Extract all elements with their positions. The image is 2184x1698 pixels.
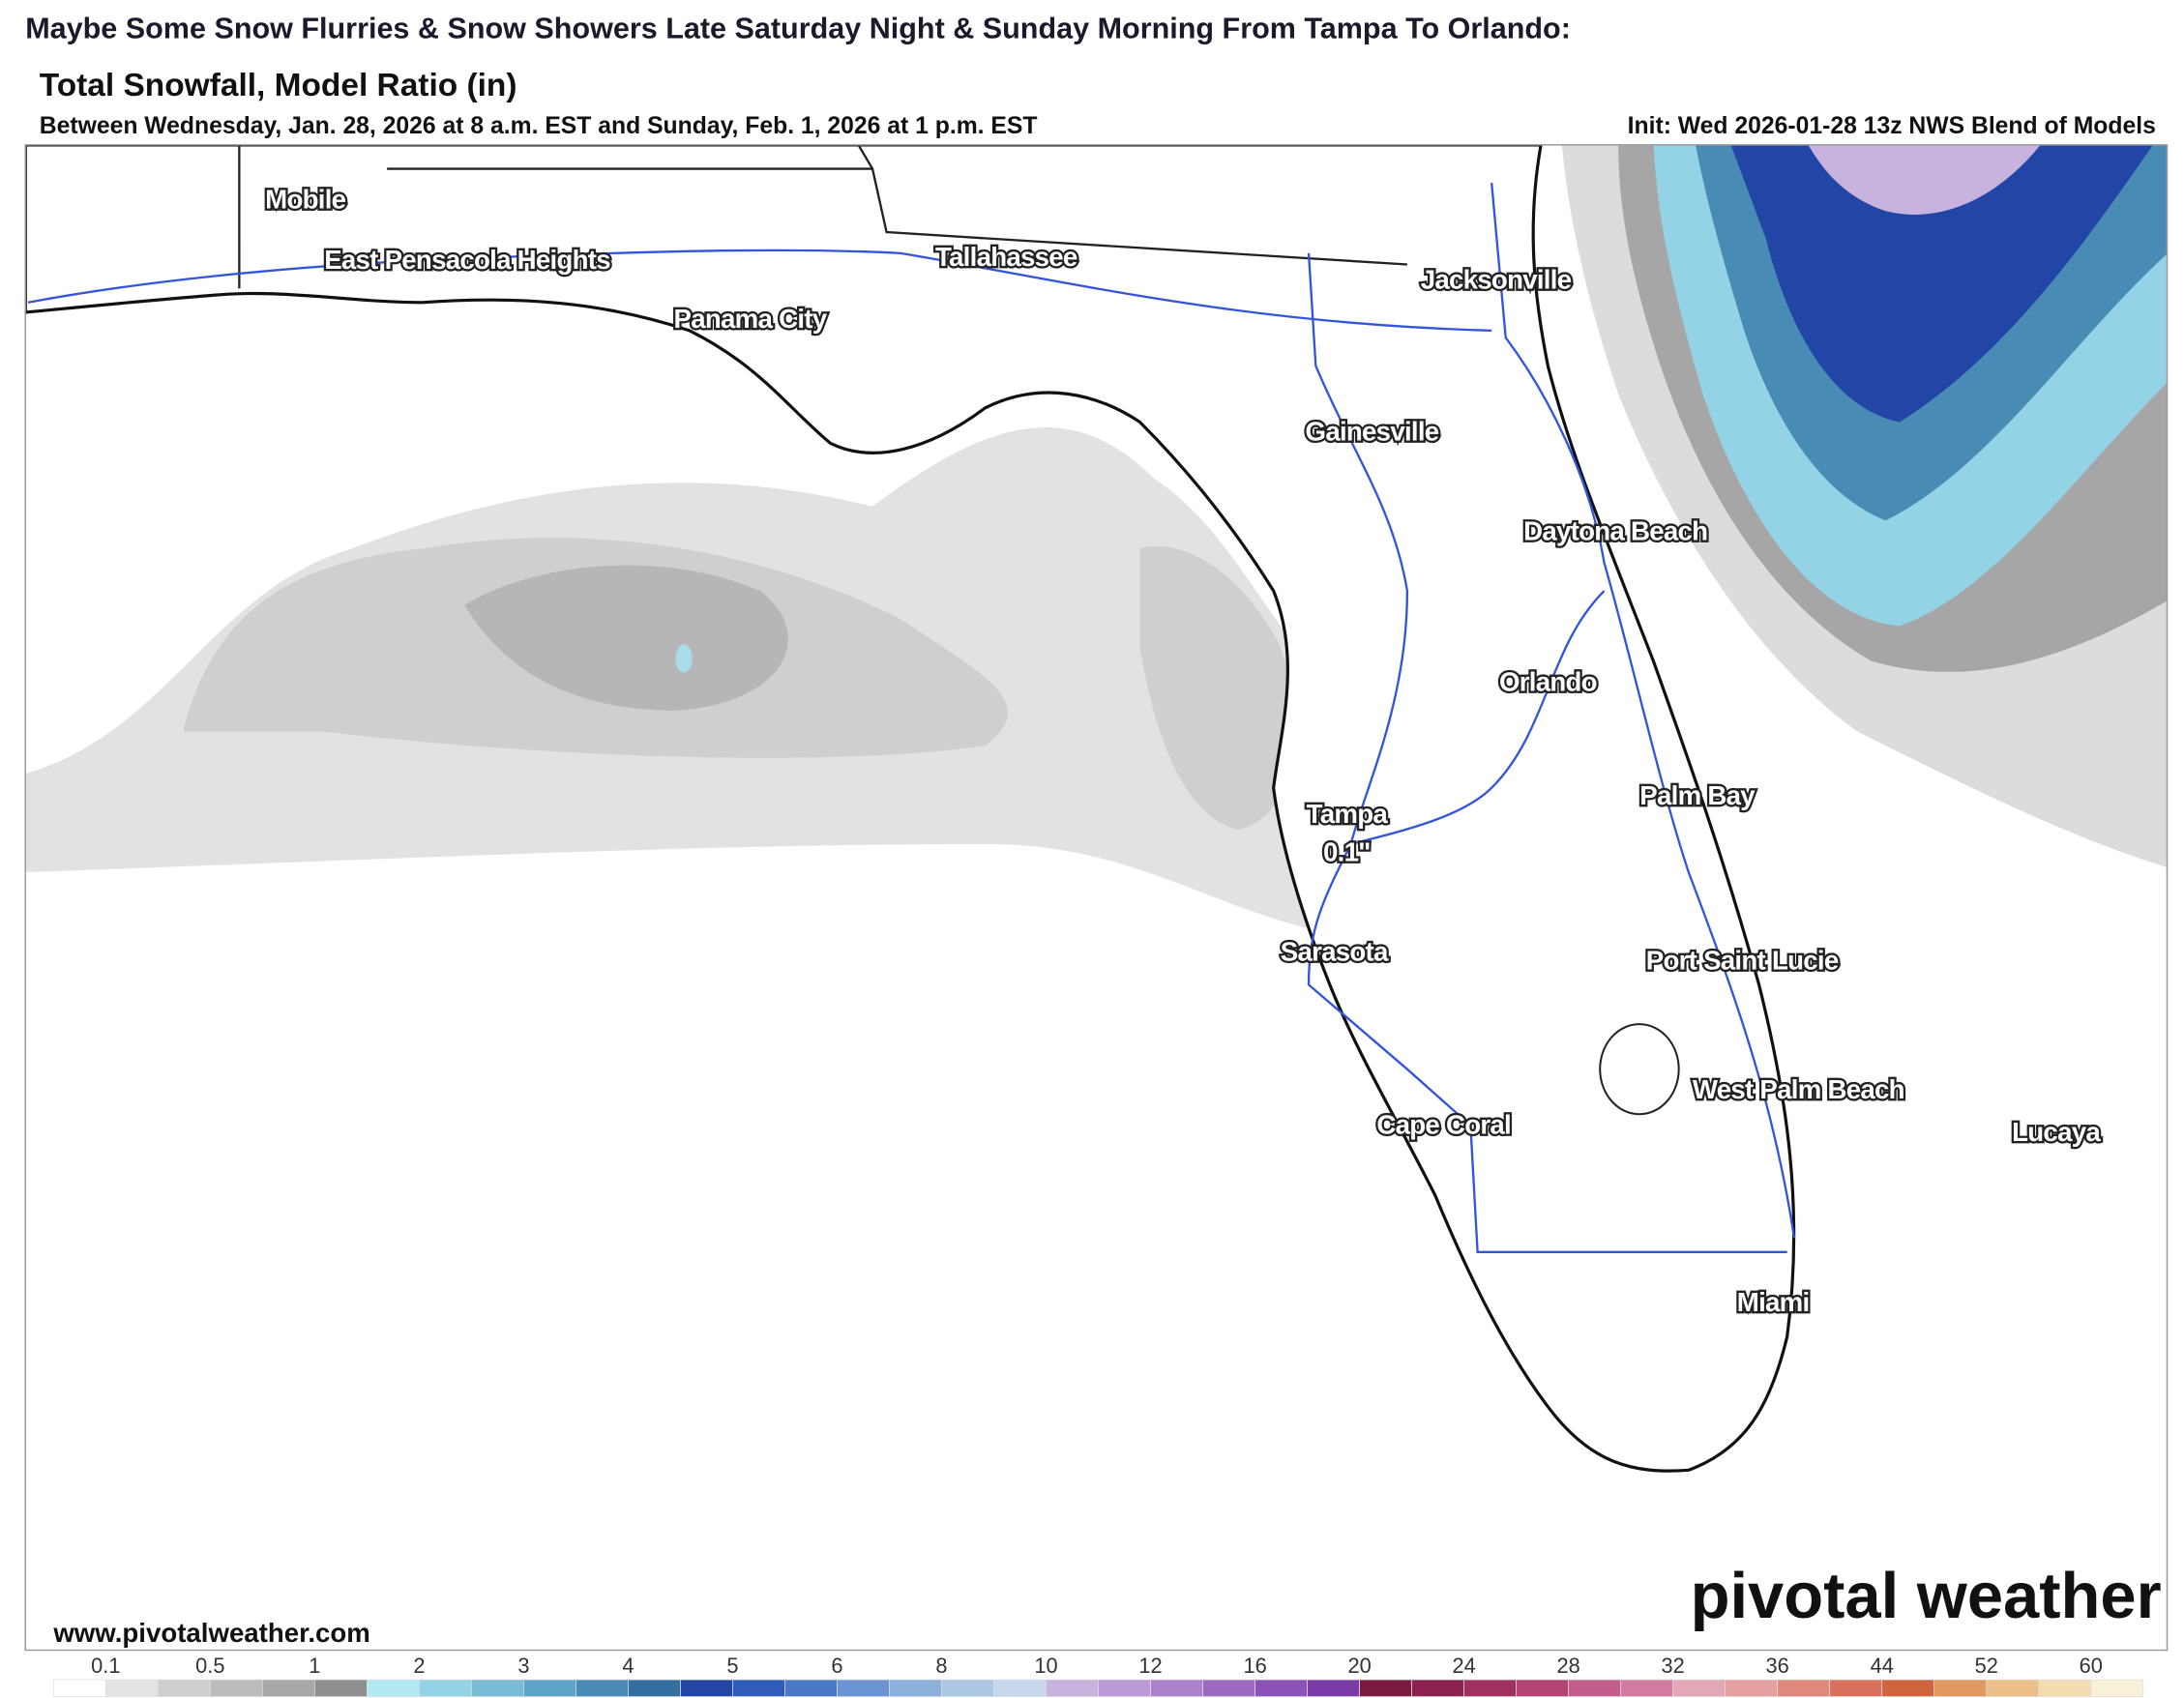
map-title: Total Snowfall, Model Ratio (in) (40, 68, 517, 103)
colorbar-label: 8 (935, 1654, 947, 1678)
colorbar-label: 0.5 (195, 1654, 224, 1678)
colorbar-swatch (1254, 1679, 1308, 1697)
city-label: Orlando (1499, 666, 1597, 696)
snow-offshore-dark (1730, 144, 2153, 423)
colorbar-swatch (1098, 1679, 1151, 1697)
colorbar-swatch (52, 1679, 106, 1697)
city-label: West Palm Beach (1693, 1074, 1904, 1104)
colorbar-label: 36 (1766, 1654, 1789, 1678)
colorbar-label: 12 (1138, 1654, 1162, 1678)
highways (27, 183, 1796, 1253)
snow-medium-coast (1139, 546, 1295, 831)
colorbar-swatch (1150, 1679, 1203, 1697)
colorbar-swatch (1986, 1679, 2040, 1697)
colorbar-swatch (1881, 1679, 1935, 1697)
state-borders (238, 144, 1407, 289)
colorbar-swatch (157, 1679, 211, 1697)
colorbar-label: 1 (309, 1654, 320, 1678)
snow-heavy (464, 565, 788, 711)
colorbar-swatch (1359, 1679, 1412, 1697)
colorbar-swatch (1046, 1679, 1099, 1697)
land-outline (25, 144, 1796, 1473)
colorbar-swatch (732, 1679, 785, 1697)
colorbar-label: 3 (517, 1654, 529, 1678)
colorbar-swatch (1202, 1679, 1255, 1697)
colorbar-swatch (1307, 1679, 1360, 1697)
colorbar-swatch (1672, 1679, 1727, 1697)
colorbar-swatch (104, 1679, 159, 1697)
colorbar-swatch (2038, 1679, 2092, 1697)
colorbar-swatch (523, 1679, 576, 1697)
colorbar-label: 20 (1347, 1654, 1371, 1678)
colorbar-swatch (419, 1679, 472, 1697)
colorbar-swatch (784, 1679, 838, 1697)
colorbar-label: 52 (1975, 1654, 1998, 1678)
snow-offshore-purple (1808, 144, 2041, 215)
colorbar-swatch (367, 1679, 420, 1697)
colorbar-label: 4 (622, 1654, 634, 1678)
colorbar-label: 0.1 (91, 1654, 120, 1678)
colorbar-label: 5 (726, 1654, 738, 1678)
colorbar-swatch (1568, 1679, 1622, 1697)
colorbar-swatch (1411, 1679, 1464, 1697)
map-subtitle: Between Wednesday, Jan. 28, 2026 at 8 a.… (40, 113, 1038, 139)
colorbar-swatch (1463, 1679, 1517, 1697)
colorbar-label: 2 (413, 1654, 425, 1678)
colorbar-swatch (262, 1679, 315, 1697)
city-label: Daytona Beach (1523, 516, 1707, 546)
city-label: Lucaya (2012, 1117, 2101, 1147)
website: www.pivotalweather.com (52, 1618, 370, 1648)
colorbar-swatch (1777, 1679, 1831, 1697)
brand: pivotal weather (1691, 1560, 2162, 1632)
colorbar-swatch (993, 1679, 1047, 1697)
map-init: Init: Wed 2026-01-28 13z NWS Blend of Mo… (1628, 113, 2156, 139)
colorbar-label: 10 (1034, 1654, 1057, 1678)
colorbar-swatch (314, 1679, 368, 1697)
snow-trace (675, 644, 693, 673)
colorbar-label: 60 (2080, 1654, 2103, 1678)
colorbar-label: 32 (1662, 1654, 1685, 1678)
city-label: Palm Bay (1639, 780, 1756, 810)
city-label: Port Saint Lucie (1646, 945, 1839, 975)
colorbar-swatch (889, 1679, 942, 1697)
lake-okeechobee (1599, 1023, 1680, 1116)
colorbar-swatch (471, 1679, 524, 1697)
city-label: Gainesville (1306, 416, 1439, 446)
city-label: Tallahassee (935, 242, 1077, 272)
colorbar-swatch (1933, 1679, 1988, 1697)
colorbar-label: 24 (1452, 1654, 1475, 1678)
city-label: Cape Coral (1376, 1110, 1511, 1140)
colorbar-swatch (628, 1679, 681, 1697)
colorbar-swatch (941, 1679, 994, 1697)
city-label: Panama City (674, 304, 828, 334)
city-label: Mobile (265, 184, 345, 214)
city-label: Jacksonville (1421, 264, 1572, 294)
colorbar-swatch (209, 1679, 263, 1697)
city-label: Sarasota (1281, 937, 1389, 967)
map-frame (24, 144, 2169, 1652)
colorbar-swatch (1516, 1679, 1570, 1697)
map-area (24, 144, 2169, 1652)
colorbar-swatch (837, 1679, 890, 1697)
colorbar-label: 44 (1871, 1654, 1894, 1678)
city-labels: Mobile East Pensacola Heights Tallahassee P… (263, 182, 2105, 1319)
colorbar: 0.1 0.5 1 2 3 4 5 6 8 10 12 16 20 24 28 32 36 44 52 60 (52, 1654, 2144, 1697)
colorbar-swatch (1725, 1679, 1779, 1697)
snow-annotation: 0.1" (1323, 836, 1371, 866)
city-label: Tampa (1307, 799, 1389, 829)
colorbar-label: 6 (831, 1654, 842, 1678)
city-label: Miami (1737, 1287, 1810, 1317)
colorbar-swatch (1620, 1679, 1674, 1697)
headline: Maybe Some Snow Flurries & Snow Showers … (25, 12, 1571, 44)
colorbar-swatch (1829, 1679, 1883, 1697)
colorbar-swatch (2090, 1679, 2144, 1697)
colorbar-swatch (576, 1679, 629, 1697)
city-label: East Pensacola Heights (324, 245, 610, 275)
colorbar-swatch (680, 1679, 733, 1697)
colorbar-label: 28 (1557, 1654, 1580, 1678)
colorbar-label: 16 (1243, 1654, 1266, 1678)
